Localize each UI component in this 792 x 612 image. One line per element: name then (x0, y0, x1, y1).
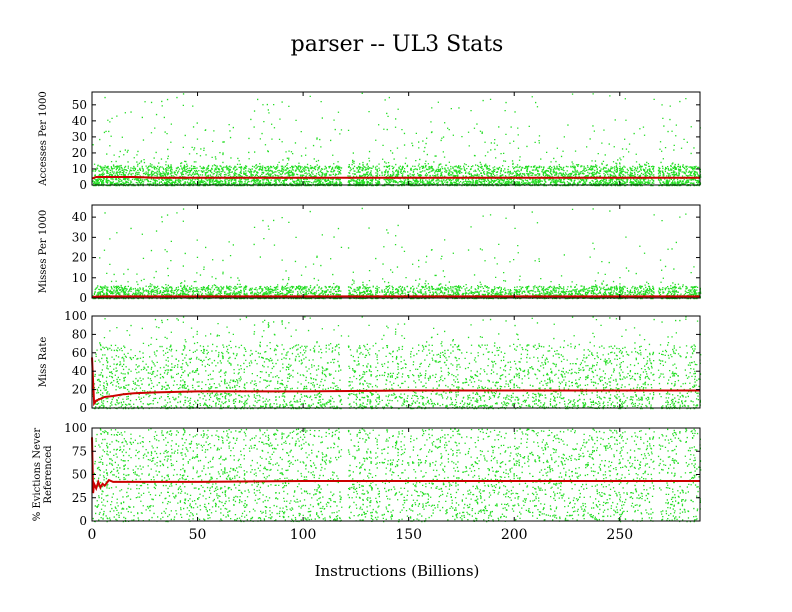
y-tick-label: 25 (72, 491, 87, 505)
y-axis-label-line: % Evictions Never (32, 428, 43, 522)
chart-panels: 0 10 20 30 40 50 Accesses Per 1000 0 10 20 30 40 Mis… (32, 91, 702, 528)
panel-frame-3 (91, 315, 701, 409)
panel-2: 0 10 20 30 40 Misses Per 1000 (38, 204, 702, 305)
x-tick-labels: 0 50 100 150 200 250 (88, 527, 634, 543)
y-tick-label: 100 (64, 309, 87, 323)
y-axis-label-line: Miss Rate (38, 337, 49, 388)
y-axis-label-panel-4: % Evictions NeverReferenced (32, 428, 54, 522)
y-tick-label: 20 (72, 251, 87, 265)
y-tick-label: 75 (72, 444, 87, 458)
y-axis-label-line: Referenced (43, 445, 54, 504)
y-tick-label: 50 (72, 98, 87, 112)
y-tick-label: 40 (72, 114, 87, 128)
y-tick-label: 60 (72, 346, 87, 360)
y-tick-label: 100 (64, 421, 87, 435)
y-axis-label-panel-3: Miss Rate (38, 337, 49, 388)
panel-frame-1 (91, 91, 701, 186)
x-tick-label: 50 (189, 527, 207, 543)
y-tick-label: 40 (72, 364, 87, 378)
chart-title: parser -- UL3 Stats (291, 32, 504, 57)
y-tick-label: 30 (72, 230, 87, 244)
y-axis-label-line: Accesses Per 1000 (38, 91, 49, 186)
y-tick-label: 0 (79, 291, 87, 305)
y-axis-label-line: Misses Per 1000 (38, 210, 49, 294)
y-tick-label: 0 (79, 401, 87, 415)
y-axis-label-panel-1: Accesses Per 1000 (38, 91, 49, 186)
average-line-panel-2 (91, 295, 700, 298)
x-tick-label: 0 (88, 527, 97, 543)
y-tick-label: 10 (72, 271, 87, 285)
y-tick-label: 10 (72, 162, 87, 176)
x-tick-label: 100 (290, 527, 317, 543)
scatter-points-panel-4 (92, 428, 702, 523)
y-tick-label: 40 (72, 210, 87, 224)
y-tick-label: 30 (72, 130, 87, 144)
y-tick-label: 0 (79, 178, 87, 192)
x-tick-label: 150 (395, 527, 422, 543)
x-tick-label: 250 (606, 527, 633, 543)
x-axis-label: Instructions (Billions) (315, 562, 480, 580)
average-line-panel-4 (91, 437, 700, 494)
scatter-points-panel-2 (92, 207, 702, 300)
y-tick-label: 50 (72, 468, 87, 482)
y-tick-label: 80 (72, 327, 87, 341)
x-tick-label: 200 (501, 527, 528, 543)
y-tick-label: 0 (79, 514, 87, 528)
panel-1: 0 10 20 30 40 50 Accesses Per 1000 (38, 91, 702, 192)
panel-frame-2 (91, 204, 701, 299)
panel-4: 0 25 50 75 100 % Evictions NeverReferenced (32, 421, 702, 528)
average-line-panel-3 (91, 357, 700, 407)
scatter-points-panel-1 (92, 92, 702, 187)
y-axis-label-panel-2: Misses Per 1000 (38, 210, 49, 294)
panel-3: 0 20 40 60 80 100 Miss Rate (38, 309, 702, 415)
y-tick-label: 20 (72, 383, 87, 397)
scatter-points-panel-3 (92, 316, 702, 410)
y-tick-label: 20 (72, 146, 87, 160)
average-line-panel-1 (91, 176, 700, 180)
